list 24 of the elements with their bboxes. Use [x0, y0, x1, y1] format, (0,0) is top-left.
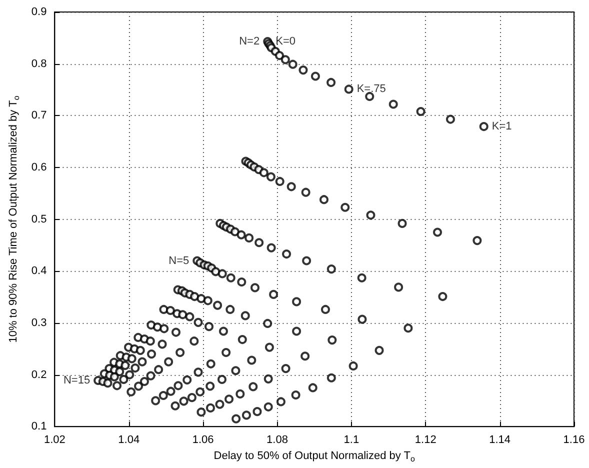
- annotation: N=2: [239, 36, 260, 48]
- y-axis-title: 10% to 90% Rise Time of Output Normalized by To: [8, 95, 21, 343]
- x-tick-label: 1.12: [414, 434, 436, 446]
- x-tick-label: 1.02: [44, 434, 66, 446]
- y-tick-label: 0.7: [31, 110, 47, 122]
- annotation: K=0: [276, 36, 296, 48]
- y-tick-label: 0.3: [31, 316, 47, 329]
- annotation: K=1: [492, 120, 512, 133]
- y-tick-label: 0.9: [31, 6, 47, 18]
- y-tick-label: 0.8: [31, 58, 47, 70]
- x-tick-label: 1.04: [118, 434, 140, 446]
- y-tick-label: 0.6: [31, 161, 47, 174]
- x-tick-label: 1.08: [266, 434, 288, 446]
- x-tick-label: 1.1: [344, 434, 360, 446]
- x-tick-label: 1.06: [192, 434, 214, 446]
- annotation: K=.75: [356, 83, 386, 96]
- y-tick-label: 0.5: [31, 213, 47, 226]
- y-tick-label: 0.1: [31, 420, 47, 433]
- x-tick-label: 1.14: [489, 434, 511, 446]
- annotation: N=15: [63, 374, 90, 386]
- x-tick-label: 1.16: [563, 434, 585, 446]
- annotation: N=5: [168, 254, 190, 267]
- y-tick-label: 0.4: [31, 265, 47, 278]
- y-tick-label: 0.2: [31, 368, 47, 381]
